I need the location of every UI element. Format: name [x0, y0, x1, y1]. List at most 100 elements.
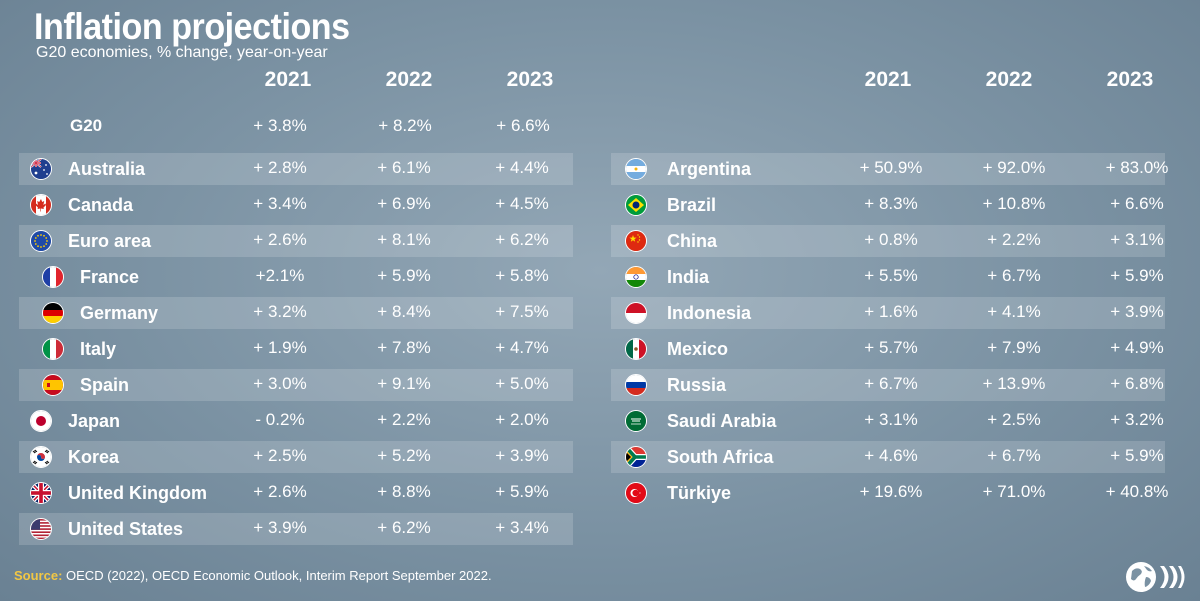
table-row-indonesia: Indonesia + 1.6% + 4.1% + 3.9% [611, 297, 1165, 329]
india-flag-icon [625, 266, 647, 288]
table-row-korea: Korea + 2.5% + 5.2% + 3.9% [19, 441, 573, 473]
value-2023: + 6.6% [1110, 194, 1164, 213]
country-name: Argentina [667, 159, 752, 179]
table-row-mexico: Mexico + 5.7% + 7.9% + 4.9% [611, 333, 1165, 365]
turkiye-flag-icon [625, 482, 647, 504]
table-row-saudi-arabia: Saudi Arabia + 3.1% + 2.5% + 3.2% [611, 405, 1165, 437]
value-2023: + 4.9% [1110, 338, 1164, 357]
table-row-china: China + 0.8% + 2.2% + 3.1% [611, 225, 1165, 257]
uk-flag-icon [30, 482, 52, 504]
australia-flag-icon [30, 158, 52, 180]
country-name: United States [68, 519, 184, 539]
value-2021: + 8.3% [864, 194, 918, 213]
saudi-arabia-flag-icon [625, 410, 647, 432]
value-2023: + 5.0% [495, 374, 549, 393]
table-row-italy: Italy + 1.9% + 7.8% + 4.7% [19, 333, 573, 365]
table-row-spain: Spain + 3.0% + 9.1% + 5.0% [19, 369, 573, 401]
value-2021: + 2.5% [253, 446, 307, 465]
country-name: Spain [80, 375, 130, 395]
value-2021: + 0.8% [864, 230, 918, 249]
value-2023: + 3.1% [1110, 230, 1164, 249]
france-flag-icon [42, 266, 64, 288]
value-2021: + 1.6% [864, 302, 918, 321]
value-2023: + 3.4% [495, 518, 549, 537]
value-2022: + 8.1% [377, 230, 431, 249]
indonesia-flag-icon [625, 302, 647, 324]
table-row-euro-area: Euro area + 2.6% + 8.1% + 6.2% [19, 225, 573, 257]
value-2021: + 2.8% [253, 158, 307, 177]
table-row-russia: Russia + 6.7% + 13.9% + 6.8% [611, 369, 1165, 401]
oecd-logo-icon [1126, 562, 1185, 592]
table-row-turkiye: Türkiye + 19.6% + 71.0% + 40.8% [611, 477, 1168, 509]
country-name: Germany [80, 303, 159, 323]
table-row-brazil: Brazil + 8.3% + 10.8% + 6.6% [611, 189, 1165, 221]
country-name: France [80, 267, 140, 287]
value-2021: + 3.1% [864, 410, 918, 429]
value-2022: + 8.8% [377, 482, 431, 501]
japan-flag-icon [30, 410, 52, 432]
chart-title: Inflation projections [34, 6, 350, 47]
table-row-united-kingdom: United Kingdom + 2.6% + 8.8% + 5.9% [19, 477, 573, 509]
country-name: Japan [68, 411, 121, 431]
value-2021: - 0.2% [255, 410, 305, 429]
value-2022: + 7.9% [987, 338, 1041, 357]
argentina-flag-icon [625, 158, 647, 180]
value-2022: + 4.1% [987, 302, 1041, 321]
table-row-germany: Germany + 3.2% + 8.4% + 7.5% [19, 297, 573, 329]
table-row-australia: Australia + 2.8% + 6.1% + 4.4% [19, 153, 573, 185]
value-2022: + 6.2% [377, 518, 431, 537]
year-header-left-2022: 2022 [385, 68, 433, 91]
value-2022: + 13.9% [982, 374, 1046, 393]
value-2023: + 7.5% [495, 302, 549, 321]
south-africa-flag-icon [625, 446, 647, 468]
value-2023: + 4.4% [495, 158, 549, 177]
value-2021: + 4.6% [864, 446, 918, 465]
table-row-united-states: United States + 3.9% + 6.2% + 3.4% [19, 513, 573, 545]
brazil-flag-icon [625, 194, 647, 216]
year-header-left-2021: 2021 [264, 68, 312, 91]
germany-flag-icon [42, 302, 64, 324]
g20-value-2021: + 3.8% [253, 116, 307, 135]
value-2023: + 5.9% [1110, 266, 1164, 285]
country-name: Türkiye [667, 483, 732, 503]
mexico-flag-icon [625, 338, 647, 360]
value-2022: + 7.8% [377, 338, 431, 357]
value-2022: + 6.9% [377, 194, 431, 213]
value-2021: + 3.0% [253, 374, 307, 393]
country-name: United Kingdom [68, 483, 207, 503]
value-2021: + 50.9% [859, 158, 923, 177]
country-name: Mexico [667, 339, 729, 359]
country-name: Russia [667, 375, 727, 395]
value-2023: + 3.9% [495, 446, 549, 465]
value-2023: + 4.7% [495, 338, 549, 357]
value-2022: + 5.2% [377, 446, 431, 465]
canada-flag-icon [30, 194, 52, 216]
value-2023: + 5.9% [495, 482, 549, 501]
year-header-right-2021: 2021 [864, 68, 912, 91]
value-2021: + 1.9% [253, 338, 307, 357]
value-2023: + 2.0% [495, 410, 549, 429]
value-2021: + 2.6% [253, 482, 307, 501]
value-2022: + 5.9% [377, 266, 431, 285]
value-2022: + 2.2% [377, 410, 431, 429]
table-row-india: India + 5.5% + 6.7% + 5.9% [611, 261, 1165, 293]
year-header-right-2022: 2022 [985, 68, 1033, 91]
country-name: India [667, 267, 710, 287]
value-2021: + 5.7% [864, 338, 918, 357]
country-name: Euro area [68, 231, 152, 251]
italy-flag-icon [42, 338, 64, 360]
value-2023: + 3.2% [1110, 410, 1164, 429]
table-row-argentina: Argentina + 50.9% + 92.0% + 83.0% [611, 153, 1168, 185]
value-2023: + 3.9% [1110, 302, 1164, 321]
russia-flag-icon [625, 374, 647, 396]
year-header-left-2023: 2023 [506, 68, 554, 91]
value-2023: + 5.8% [495, 266, 549, 285]
country-name: Saudi Arabia [667, 411, 777, 431]
value-2022: + 2.2% [987, 230, 1041, 249]
country-name: Brazil [667, 195, 717, 215]
value-2021: + 2.6% [253, 230, 307, 249]
value-2022: + 71.0% [982, 482, 1046, 501]
value-2021: + 3.4% [253, 194, 307, 213]
spain-flag-icon [42, 374, 64, 396]
g20-value-2022: + 8.2% [378, 116, 432, 135]
